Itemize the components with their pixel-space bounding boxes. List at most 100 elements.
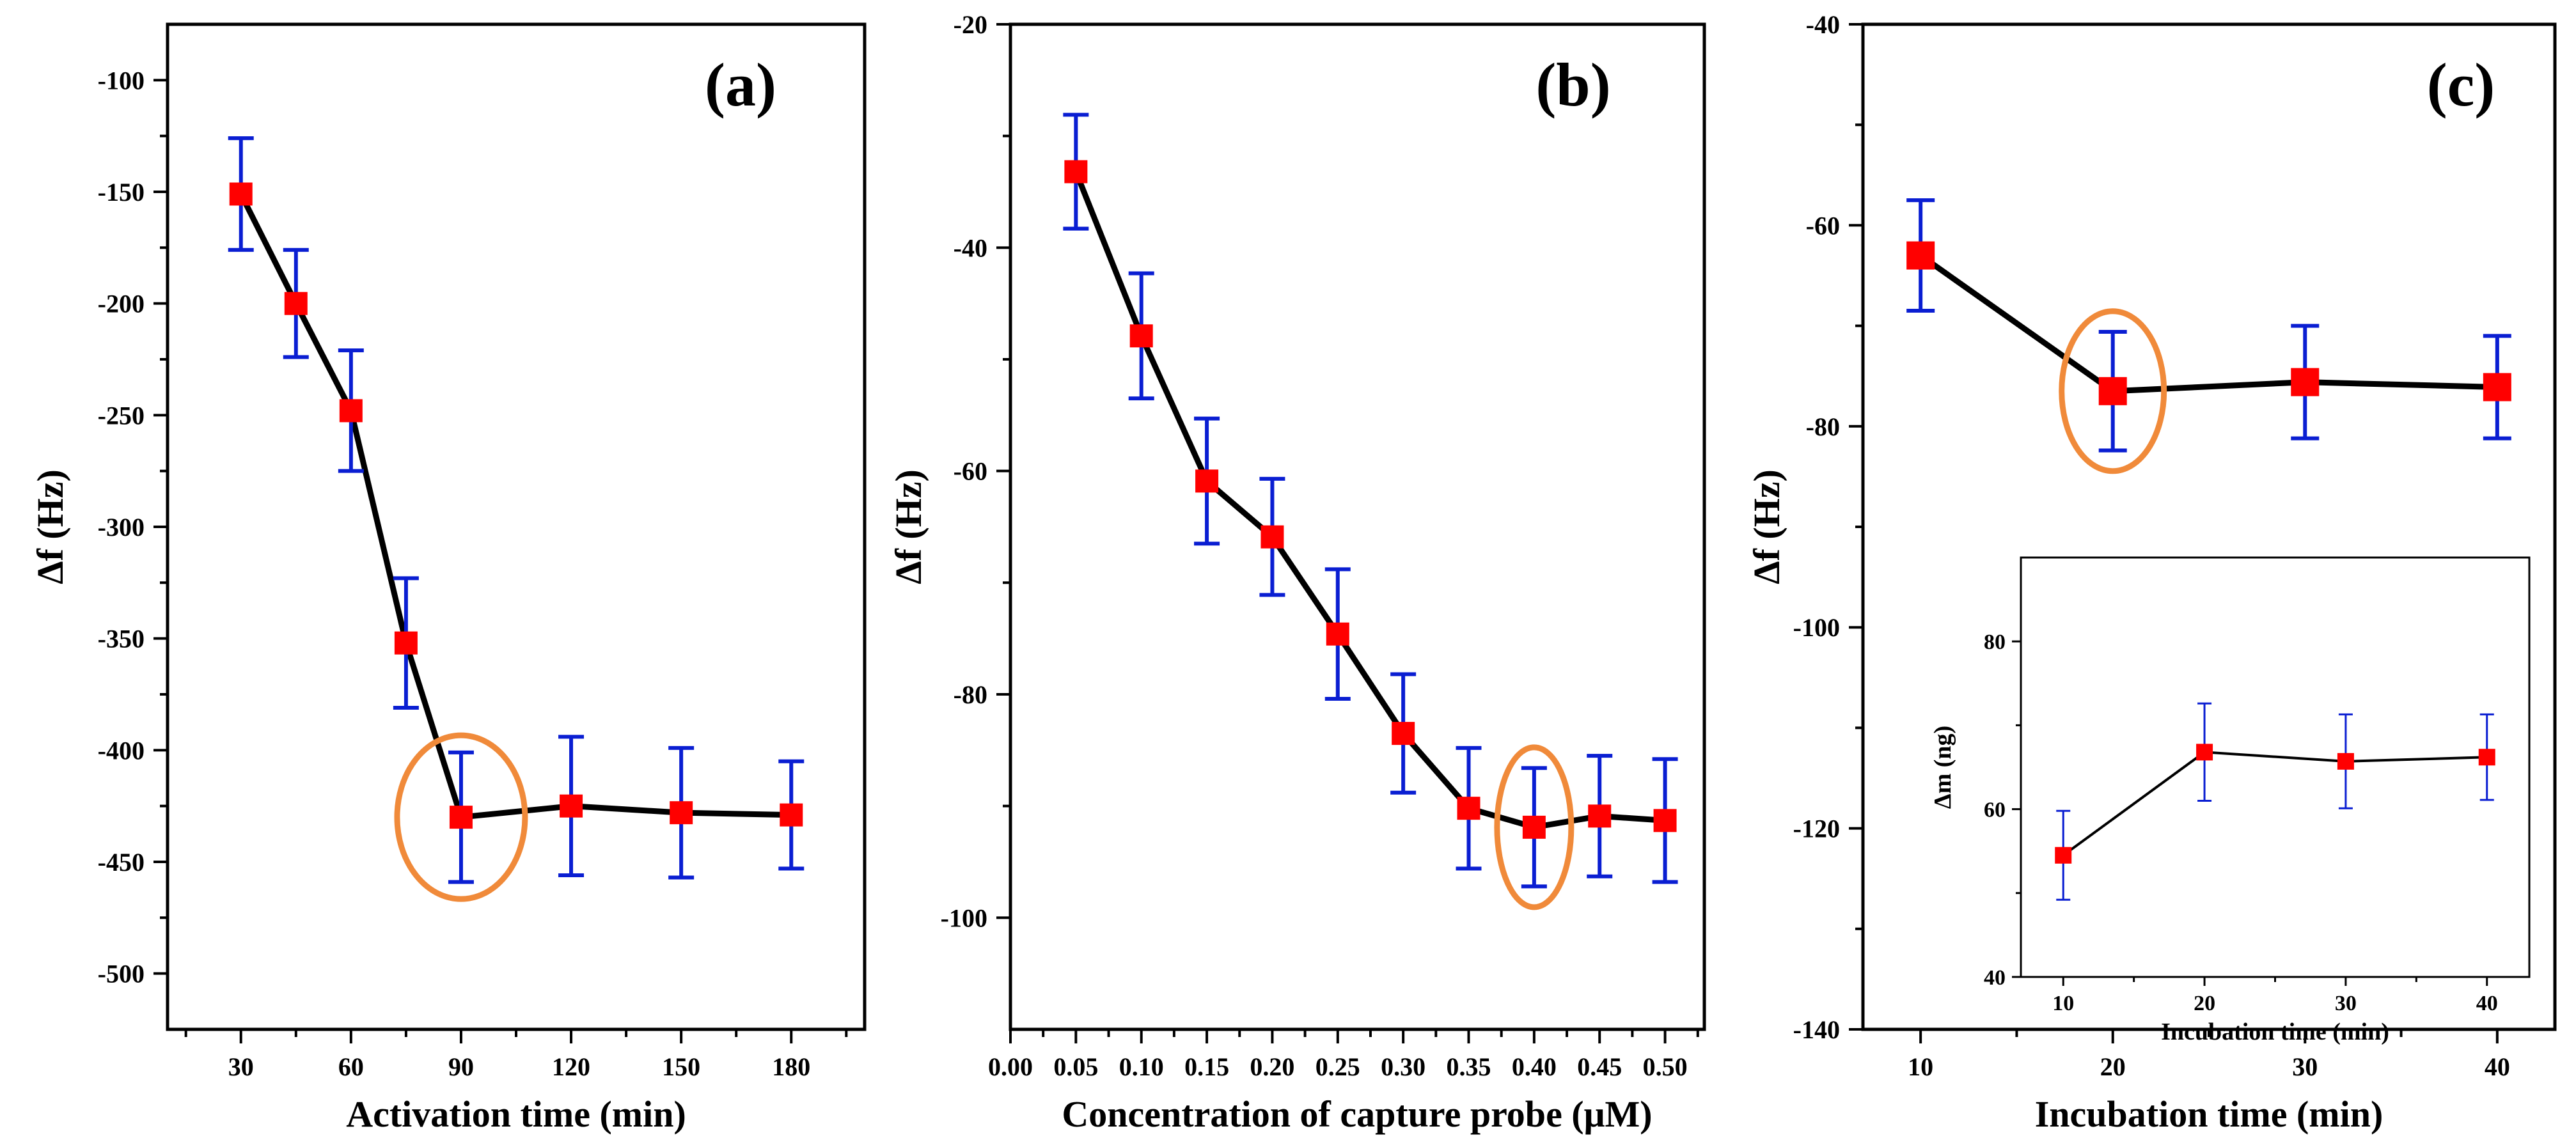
- inset-data-point: [2196, 744, 2213, 761]
- y-axis-label: Δf (Hz): [888, 469, 929, 584]
- y-tick-label: -500: [98, 960, 145, 988]
- y-tick-label: -100: [1793, 613, 1840, 642]
- data-point: [229, 182, 253, 206]
- highlight-ring: [2059, 308, 2167, 474]
- y-axis-label: Δf (Hz): [1746, 469, 1787, 584]
- y-tick-label: -450: [98, 848, 145, 877]
- series-line: [1919, 253, 2497, 394]
- y-tick-label: -60: [954, 457, 987, 486]
- data-point: [1522, 815, 1546, 839]
- y-tick-label: -20: [954, 10, 987, 39]
- inset-x-tick-label: 20: [2194, 992, 2215, 1015]
- data-point: [560, 794, 583, 818]
- y-tick-label: -100: [941, 903, 987, 932]
- y-tick-label: -120: [1793, 815, 1840, 843]
- plot-frame: [1009, 22, 1706, 1031]
- inset-frame: [2020, 556, 2531, 978]
- highlight-ring: [1494, 744, 1575, 910]
- x-tick-label: 0.30: [1381, 1052, 1425, 1081]
- series-line: [238, 192, 792, 820]
- x-tick-label: 10: [1908, 1052, 1933, 1081]
- x-tick-label: 0.05: [1053, 1052, 1098, 1081]
- data-point: [1588, 804, 1612, 828]
- x-tick-label: 0.15: [1184, 1052, 1229, 1081]
- x-tick-label: 150: [662, 1052, 700, 1081]
- inset-y-tick-label: 40: [1984, 966, 2006, 990]
- data-point: [1392, 722, 1415, 745]
- data-point: [2291, 368, 2320, 396]
- data-point: [1261, 525, 1284, 549]
- y-tick-label: -80: [954, 680, 987, 709]
- x-tick-label: 40: [2485, 1052, 2510, 1081]
- inset-data-point: [2055, 847, 2072, 864]
- data-point: [2098, 377, 2127, 405]
- x-tick-label: 20: [2100, 1052, 2126, 1081]
- x-tick-label: 0.35: [1447, 1052, 1491, 1081]
- y-tick-label: -350: [98, 625, 145, 653]
- x-tick-label: 30: [228, 1052, 254, 1081]
- x-tick-label: 90: [448, 1052, 474, 1081]
- chart-panel-c: 10 20 30 40 -40 -60 -80 -100 -120 -140 Incubation …: [1746, 10, 2557, 1135]
- inset-data-point: [2478, 749, 2495, 766]
- x-axis-label: Concentration of capture probe (μM): [1062, 1093, 1652, 1135]
- chart-panel-b: 0.00 0.05 0.10 0.15 0.20 0.25 0.30 0.35 0.40 0.45…: [888, 10, 1706, 1135]
- y-tick-label: -150: [98, 178, 145, 207]
- y-tick-label: -140: [1793, 1015, 1840, 1044]
- y-tick-label: -200: [98, 290, 145, 318]
- chart-panel-a: 30 60 90 120 150 180 -100 -150 -200 -250 -300 -350 -…: [29, 22, 867, 1135]
- inset-x-tick-label: 10: [2052, 992, 2074, 1015]
- inset-data-point: [2337, 753, 2354, 770]
- data-point: [1906, 241, 1935, 270]
- y-tick-label: -250: [98, 401, 145, 430]
- data-point: [284, 292, 308, 315]
- y-tick-label: -60: [1806, 211, 1840, 240]
- data-point: [670, 801, 693, 825]
- x-tick-label: 0.25: [1315, 1052, 1360, 1081]
- data-point: [1457, 797, 1480, 820]
- y-tick-label: -100: [98, 66, 145, 95]
- y-tick-label: -40: [954, 233, 987, 262]
- panel-label: (c): [2427, 51, 2495, 119]
- inset-y-axis-label: Δm (ng): [1929, 726, 1956, 809]
- panel-label: (a): [705, 51, 776, 119]
- inset-x-tick-label: 40: [2476, 992, 2498, 1015]
- inset-y-tick-label: 80: [1984, 630, 2006, 654]
- y-tick-label: -40: [1806, 10, 1840, 39]
- x-tick-label: 60: [338, 1052, 364, 1081]
- data-point: [1195, 469, 1219, 493]
- x-axis-label: Incubation time (min): [2035, 1093, 2384, 1135]
- x-tick-label: 0.00: [988, 1052, 1033, 1081]
- inset-chart: 10 20 30 40 40 60 80 Incubation time (min) Δm (n…: [1929, 556, 2531, 1045]
- x-tick-label: 0.45: [1577, 1052, 1622, 1081]
- data-point: [1653, 809, 1677, 832]
- data-point: [2483, 373, 2511, 402]
- x-tick-label: 0.10: [1119, 1052, 1164, 1081]
- series-line: [1073, 170, 1665, 831]
- x-tick-label: 0.20: [1250, 1052, 1294, 1081]
- data-point: [394, 631, 418, 655]
- x-tick-label: 0.50: [1643, 1052, 1688, 1081]
- inset-x-tick-label: 30: [2335, 992, 2357, 1015]
- highlight-ring: [394, 732, 528, 902]
- inset-x-axis-label: Incubation time (min): [2161, 1018, 2389, 1045]
- inset-y-tick-label: 60: [1984, 799, 2006, 822]
- data-point: [1129, 324, 1153, 348]
- x-tick-label: 0.40: [1512, 1052, 1557, 1081]
- plot-frame: [166, 22, 867, 1031]
- inset-series-line: [2062, 751, 2487, 857]
- x-axis-label: Activation time (min): [346, 1093, 686, 1135]
- data-point: [1326, 622, 1349, 646]
- y-tick-label: -400: [98, 736, 145, 765]
- y-tick-label: -300: [98, 513, 145, 542]
- data-point: [1064, 160, 1088, 183]
- x-tick-label: 120: [552, 1052, 590, 1081]
- panel-label: (b): [1535, 51, 1610, 119]
- data-point: [339, 399, 363, 423]
- data-point: [780, 803, 803, 827]
- data-point: [449, 806, 473, 829]
- x-tick-label: 180: [772, 1052, 810, 1081]
- y-axis-label: Δf (Hz): [29, 469, 71, 584]
- y-tick-label: -80: [1806, 412, 1840, 441]
- x-tick-label: 30: [2292, 1052, 2318, 1081]
